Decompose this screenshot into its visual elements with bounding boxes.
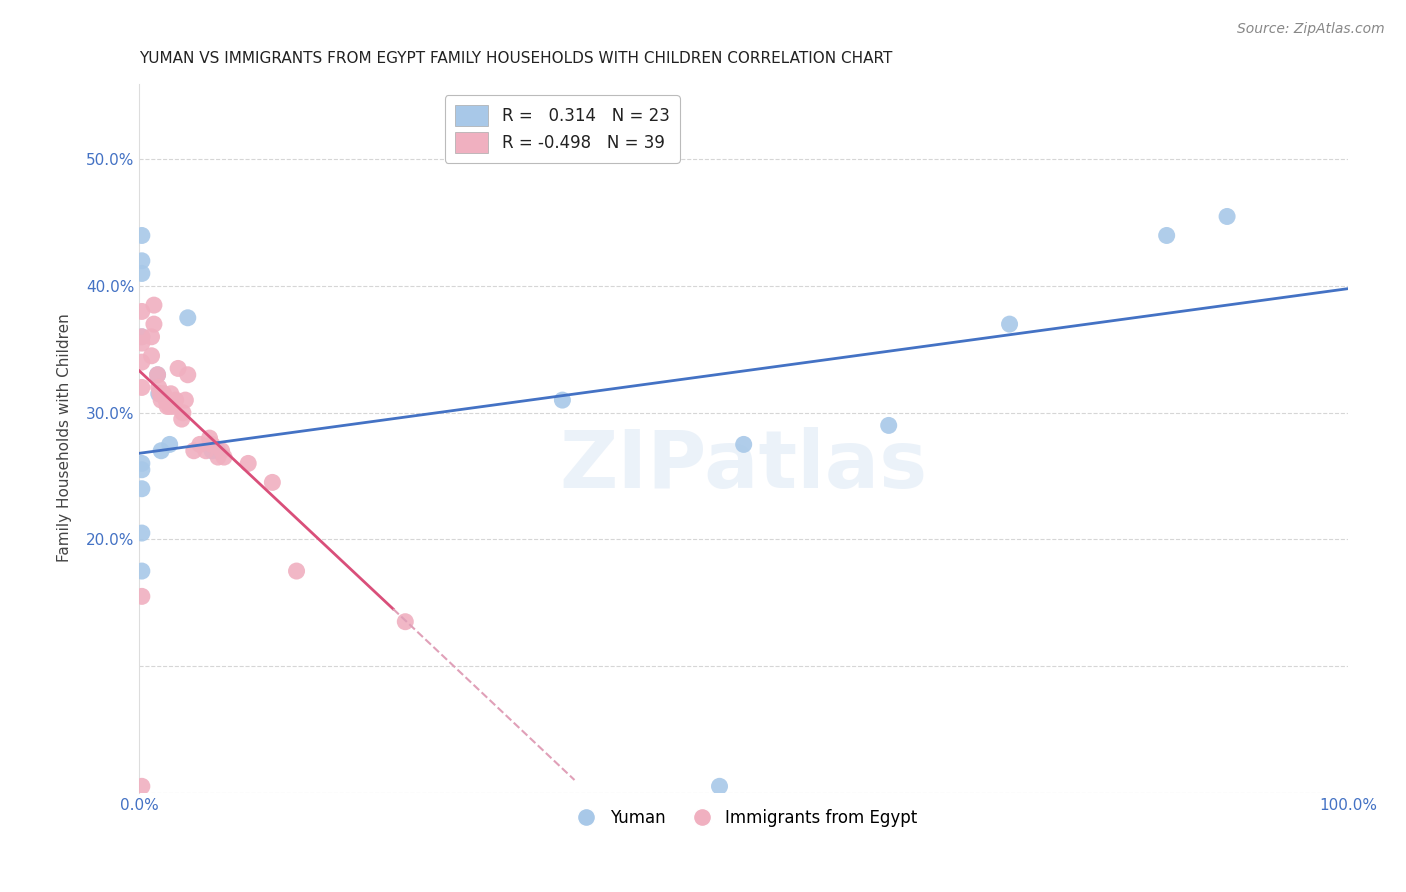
Point (131, 564, 153, 578)
Point (177, 368, 200, 382)
Y-axis label: Family Households with Children: Family Households with Children (58, 314, 72, 563)
Point (131, 228, 153, 243)
Point (131, 463, 153, 477)
Point (162, 400, 184, 414)
Point (285, 564, 308, 578)
Point (131, 526, 153, 541)
Point (201, 437, 224, 451)
Legend: Yuman, Immigrants from Egypt: Yuman, Immigrants from Egypt (562, 803, 924, 834)
Point (207, 443, 229, 458)
Point (551, 393, 574, 408)
Point (198, 431, 221, 445)
Point (131, 330, 153, 344)
Point (211, 443, 233, 458)
Point (146, 368, 169, 382)
Point (131, 457, 153, 471)
Point (131, 267, 153, 281)
Point (165, 393, 187, 408)
Point (172, 406, 194, 420)
Text: ZIPatlas: ZIPatlas (560, 427, 928, 506)
Point (148, 380, 170, 394)
Point (207, 450, 229, 464)
Point (156, 400, 179, 414)
Point (131, 304, 153, 318)
Point (148, 386, 170, 401)
Point (394, 615, 416, 629)
Text: YUMAN VS IMMIGRANTS FROM EGYPT FAMILY HOUSEHOLDS WITH CHILDREN CORRELATION CHART: YUMAN VS IMMIGRANTS FROM EGYPT FAMILY HO… (139, 51, 893, 66)
Point (998, 317, 1021, 331)
Point (150, 443, 173, 458)
Point (152, 386, 174, 401)
Point (159, 437, 181, 451)
Point (131, 253, 153, 268)
Text: Source: ZipAtlas.com: Source: ZipAtlas.com (1237, 22, 1385, 37)
Point (160, 386, 183, 401)
Point (167, 361, 190, 376)
Point (1156, 228, 1178, 243)
Point (141, 330, 163, 344)
Point (177, 310, 200, 325)
Point (131, 590, 153, 604)
Point (174, 393, 197, 408)
Point (142, 298, 165, 312)
Point (238, 457, 260, 471)
Point (201, 443, 224, 458)
Point (131, 780, 153, 794)
Point (155, 393, 177, 408)
Point (131, 330, 153, 344)
Point (146, 368, 169, 382)
Point (1216, 210, 1239, 224)
Point (149, 386, 172, 401)
Point (194, 443, 217, 458)
Point (877, 418, 900, 433)
Point (131, 380, 153, 394)
Point (141, 349, 163, 363)
Point (183, 443, 205, 458)
Point (131, 482, 153, 496)
Point (188, 437, 211, 451)
Point (150, 393, 173, 408)
Point (159, 400, 181, 414)
Point (733, 437, 755, 451)
Point (170, 412, 193, 426)
Point (709, 780, 731, 794)
Point (262, 475, 284, 490)
Point (131, 355, 153, 369)
Point (131, 336, 153, 351)
Point (212, 450, 235, 464)
Point (142, 317, 165, 331)
